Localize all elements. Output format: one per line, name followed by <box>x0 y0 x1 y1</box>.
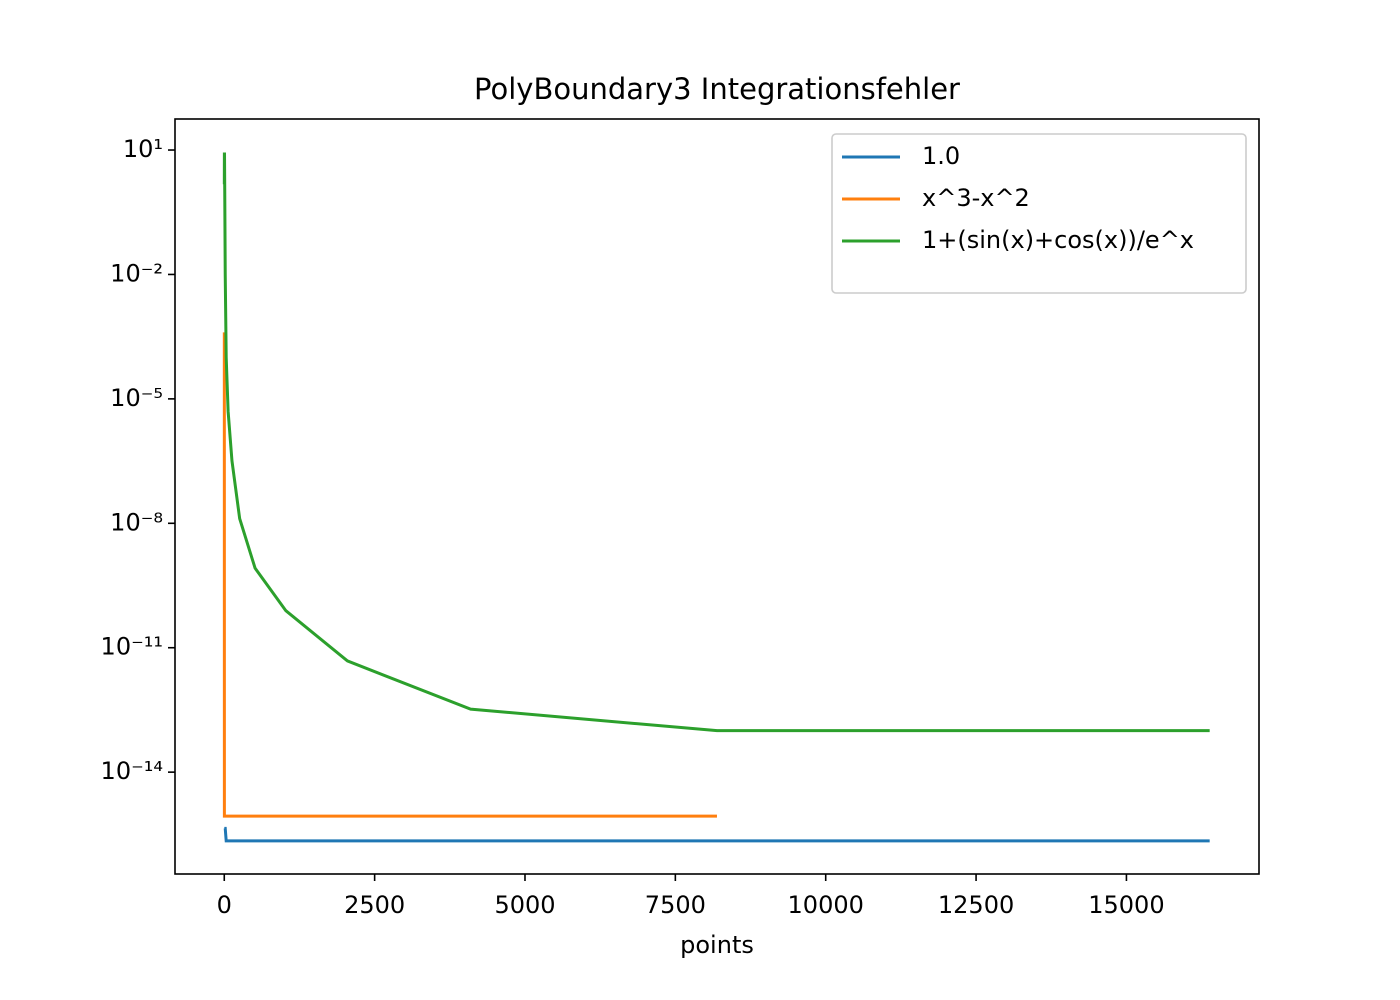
y-tick-label: 10⁻¹¹ <box>101 633 163 661</box>
x-tick-label: 7500 <box>645 891 706 919</box>
x-tick-label: 15000 <box>1088 891 1164 919</box>
x-tick-label: 10000 <box>788 891 864 919</box>
y-tick-label: 10¹ <box>123 135 163 163</box>
x-tick-label: 12500 <box>938 891 1014 919</box>
legend-box <box>831 133 1247 294</box>
y-tick-label: 10⁻² <box>110 259 163 287</box>
y-tick-label: 10⁻¹⁴ <box>101 757 163 785</box>
series-line <box>222 152 1210 733</box>
legend-label: 1.0 <box>922 142 960 170</box>
plot-frame <box>174 118 1260 875</box>
x-axis-label: points <box>680 931 754 959</box>
x-tick-label: 5000 <box>494 891 555 919</box>
x-tick-label: 2500 <box>344 891 405 919</box>
y-tick-label: 10⁻⁸ <box>110 508 163 536</box>
series-line <box>222 332 717 818</box>
legend-label: 1+(sin(x)+cos(x))/e^x <box>922 226 1194 254</box>
legend-label: x^3-x^2 <box>922 184 1030 212</box>
series-line <box>223 826 1210 843</box>
chart-title: PolyBoundary3 Integrationsfehler <box>474 72 960 106</box>
y-tick-label: 10⁻⁵ <box>110 384 163 412</box>
x-tick-label: 0 <box>217 891 232 919</box>
